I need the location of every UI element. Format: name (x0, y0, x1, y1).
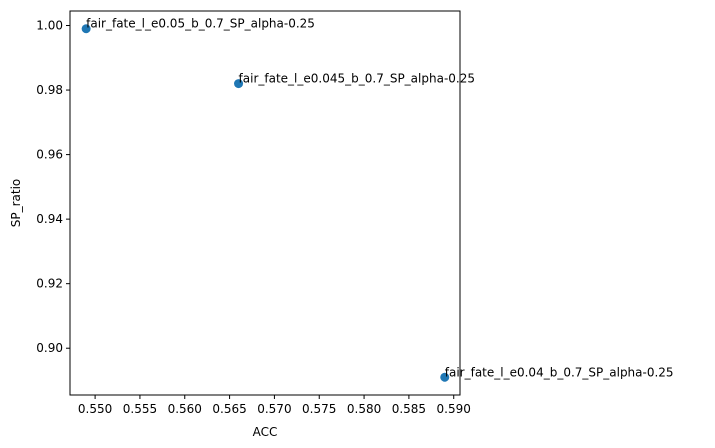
y-tick-label: 0.90 (36, 341, 63, 355)
y-tick-label: 0.92 (36, 277, 63, 291)
x-axis-ticks: 0.550 0.555 0.560 0.565 0.570 0.575 0.580 0.585… (78, 395, 471, 416)
plot-frame (69, 10, 461, 396)
point-label: fair_fate_l_e0.05_b_0.7_SP_alpha-0.25 (86, 17, 315, 31)
x-tick-label: 0.575 (302, 402, 336, 416)
point-label: fair_fate_l_e0.04_b_0.7_SP_alpha-0.25 (445, 365, 674, 379)
x-tick-label: 0.565 (212, 402, 246, 416)
x-tick-label: 0.560 (168, 402, 202, 416)
y-tick-label: 0.96 (36, 148, 63, 162)
y-tick-label: 0.98 (36, 83, 63, 97)
y-tick-label: 1.00 (36, 19, 63, 33)
x-tick-label: 0.570 (257, 402, 291, 416)
y-axis-label: SP_ratio (9, 179, 23, 228)
scatter-point (440, 372, 450, 382)
x-tick-label: 0.585 (392, 402, 426, 416)
data-points (81, 24, 450, 382)
x-tick-label: 0.555 (123, 402, 157, 416)
point-labels: fair_fate_l_e0.05_b_0.7_SP_alpha-0.25fai… (86, 17, 673, 380)
y-tick-label: 0.94 (36, 212, 63, 226)
x-axis-label: ACC (253, 425, 278, 439)
scatter-point (81, 24, 91, 34)
x-tick-label: 0.580 (347, 402, 381, 416)
x-tick-label: 0.550 (78, 402, 112, 416)
x-tick-label: 0.590 (437, 402, 471, 416)
y-axis-ticks: 0.90 0.92 0.94 0.96 0.98 1.00 (36, 19, 70, 355)
point-label: fair_fate_l_e0.045_b_0.7_SP_alpha-0.25 (239, 72, 475, 86)
scatter-point (234, 79, 244, 89)
